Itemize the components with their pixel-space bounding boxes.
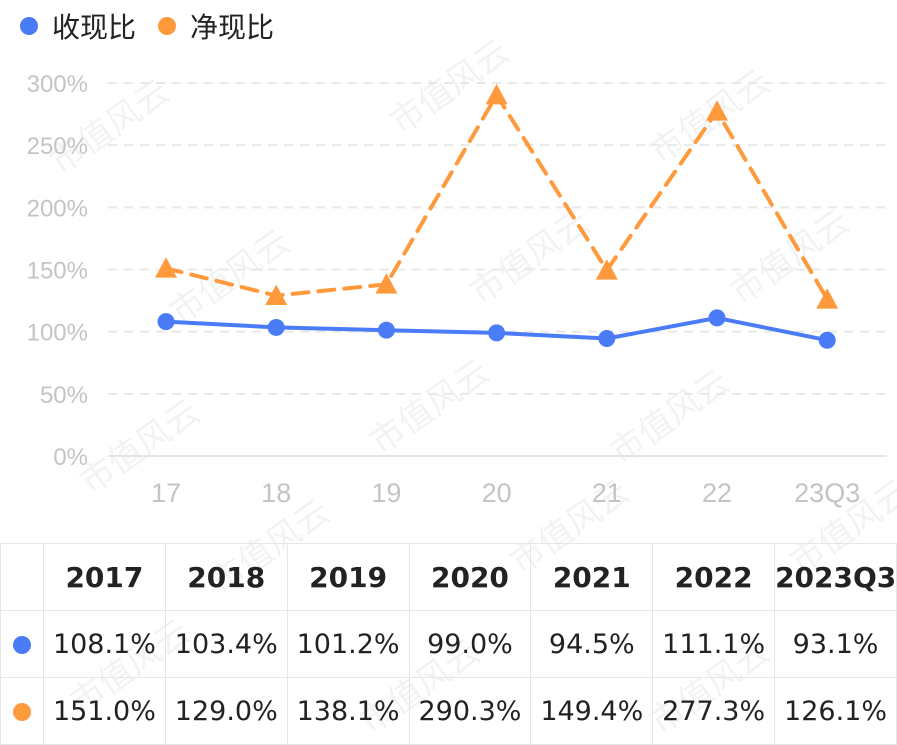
table-header-cell: 2017 — [43, 543, 166, 611]
y-tick-label: 250% — [27, 133, 88, 160]
data-point — [818, 331, 836, 349]
chart-series — [155, 84, 839, 349]
y-axis-ticks: 0% 50% 100% 150% 200% 250% 300% — [27, 71, 88, 471]
row-marker-cell — [0, 610, 44, 678]
legend-item-jingxianbi[interactable]: 净现比 — [158, 6, 274, 46]
table-cell: 126.1% — [774, 677, 897, 745]
line-chart: 0% 50% 100% 150% 200% 250% 300% 17 18 19 20 21 22 23… — [27, 71, 887, 508]
chart-legend: 收现比 净现比 — [20, 8, 296, 44]
data-point — [598, 330, 616, 348]
x-tick-label: 18 — [261, 478, 291, 508]
table-cell: 108.1% — [43, 610, 166, 678]
y-tick-label: 50% — [40, 382, 88, 409]
data-point — [267, 318, 285, 336]
table-header-row: 2017 2018 2019 2020 2021 2022 2023Q3 — [0, 543, 897, 611]
row-color-dot — [13, 703, 31, 721]
table-cell: 151.0% — [43, 677, 166, 745]
x-tick-label: 21 — [592, 478, 622, 508]
legend-label: 净现比 — [190, 11, 275, 44]
table-header-cell: 2020 — [408, 543, 532, 611]
table-cell: 99.0% — [408, 610, 532, 678]
legend-marker — [20, 17, 38, 35]
table-cell: 290.3% — [408, 677, 532, 745]
table-header-cell: 2018 — [164, 543, 288, 611]
data-point — [706, 100, 728, 121]
data-point — [595, 259, 618, 280]
table-header-cell: 2019 — [286, 543, 410, 611]
data-point — [816, 288, 839, 309]
table-row-jingxianbi: 151.0% 129.0% 138.1% 290.3% 149.4% 277.3… — [0, 677, 897, 745]
row-color-dot — [13, 636, 31, 654]
legend-marker — [158, 17, 177, 35]
row-marker-cell — [0, 677, 44, 745]
y-tick-label: 100% — [27, 320, 88, 347]
y-tick-label: 0% — [53, 444, 88, 471]
table-cell: 149.4% — [530, 677, 654, 745]
data-table: 2017 2018 2019 2020 2021 2022 2023Q3 108… — [0, 543, 897, 745]
table-cell: 93.1% — [774, 610, 897, 678]
table-row-shouxianbi: 108.1% 103.4% 101.2% 99.0% 94.5% 111.1% … — [0, 610, 897, 678]
table-corner-cell — [0, 543, 44, 611]
table-cell: 277.3% — [652, 677, 776, 745]
table-cell: 101.2% — [286, 610, 410, 678]
x-tick-label: 17 — [151, 478, 181, 508]
chart-grid — [108, 82, 887, 457]
y-tick-label: 200% — [27, 195, 88, 222]
table-header-cell: 2021 — [530, 543, 654, 611]
table-header-cell: 2023Q3 — [774, 543, 897, 611]
legend-label: 收现比 — [52, 11, 137, 44]
x-tick-label: 22 — [702, 478, 732, 508]
data-point — [488, 324, 506, 342]
table-cell: 129.0% — [164, 677, 288, 745]
x-axis-ticks: 17 18 19 20 21 22 23Q3 — [151, 478, 860, 508]
y-tick-label: 150% — [27, 258, 88, 285]
x-tick-label: 20 — [482, 478, 512, 508]
table-header-cell: 2022 — [652, 543, 776, 611]
data-point — [375, 273, 398, 294]
data-point — [485, 84, 508, 105]
table-cell: 103.4% — [164, 610, 288, 678]
table-cell: 138.1% — [286, 677, 410, 745]
table-cell: 94.5% — [530, 610, 654, 678]
table-cell: 111.1% — [652, 610, 776, 678]
data-point — [157, 313, 175, 331]
x-tick-label: 19 — [371, 478, 401, 508]
y-tick-label: 300% — [27, 71, 88, 98]
legend-item-shouxianbi[interactable]: 收现比 — [20, 6, 136, 46]
x-tick-label: 23Q3 — [794, 478, 860, 508]
data-point — [377, 321, 395, 339]
data-point — [265, 284, 288, 305]
data-point — [155, 257, 177, 278]
data-point — [708, 309, 726, 327]
